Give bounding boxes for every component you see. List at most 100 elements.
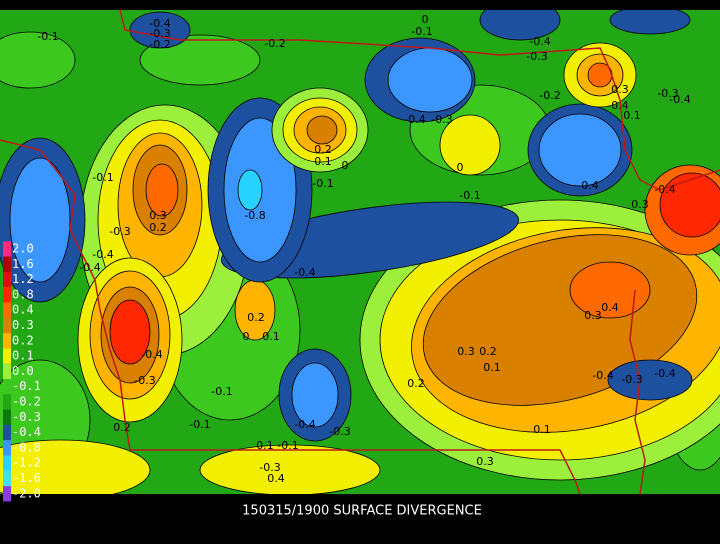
legend-swatch — [3, 486, 11, 502]
contour-label: -0.4 — [577, 179, 598, 192]
contour-region — [9, 157, 71, 283]
contour-label: 0.1 — [533, 423, 551, 436]
legend-label: -1.2 — [12, 456, 41, 470]
legend-swatch — [3, 256, 11, 272]
contour-region — [659, 172, 720, 238]
contour-label: 0.1 — [262, 330, 280, 343]
legend-swatch — [3, 440, 11, 456]
contour-label: -0.3 — [431, 113, 452, 126]
legend-label: -1.6 — [12, 471, 41, 485]
legend-swatch — [3, 287, 11, 303]
legend-swatch — [3, 348, 11, 364]
contour-label: 0.4 — [601, 301, 619, 314]
legend-swatch — [3, 302, 11, 318]
legend-label: -0.2 — [12, 395, 41, 409]
contour-label: -0.3 — [109, 225, 130, 238]
contour-region — [569, 261, 651, 319]
legend-swatch — [3, 394, 11, 410]
contour-label: 0.4 — [267, 472, 285, 485]
contour-label: -0.1 — [189, 418, 210, 431]
contour-label: -0.1 — [312, 177, 333, 190]
contour-label: -0.4 — [92, 248, 113, 261]
contour-label: -0.8 — [244, 209, 265, 222]
contour-label: 0.2 — [247, 311, 265, 324]
contour-label: 0 — [243, 330, 250, 343]
contour-label: -0.1 — [411, 25, 432, 38]
legend-label: 0.8 — [12, 287, 34, 301]
contour-label: -0.4 — [294, 266, 315, 279]
legend-label: -0.3 — [12, 410, 41, 424]
contour-label: 0.1 — [314, 155, 332, 168]
contour-label: -0.2 — [539, 89, 560, 102]
contour-region — [306, 115, 338, 145]
legend-label: -0.8 — [12, 440, 41, 454]
legend-swatch — [3, 363, 11, 380]
contour-region — [479, 10, 561, 41]
contour-fills — [0, 10, 720, 494]
legend-label: 0.4 — [12, 303, 34, 317]
legend-label: 0.2 — [12, 333, 34, 347]
legend-label: 0.0 — [12, 364, 34, 378]
contour-label: -0.4 — [149, 17, 170, 30]
contour-label: -0.1 — [37, 30, 58, 43]
contour-label: -0.3 — [526, 50, 547, 63]
contour-label: 0.3 — [457, 345, 475, 358]
contour-label: 0.3 — [611, 83, 629, 96]
contour-region — [220, 201, 520, 279]
state-border — [629, 289, 646, 494]
contour-label: 0.2 — [314, 143, 332, 156]
contour-region — [139, 34, 261, 86]
contour-label: -0.3 — [259, 461, 280, 474]
legend-swatch — [3, 379, 11, 395]
legend-label: -0.1 — [12, 379, 41, 393]
contour-label: 0.3 — [584, 309, 602, 322]
contour-label: -0.3 — [329, 425, 350, 438]
map-title: 150315/1900 SURFACE DIVERGENCE — [242, 504, 482, 519]
legend-label: 0.3 — [12, 318, 34, 332]
contour-label: 0 — [422, 13, 429, 26]
contour-label: -0.4 — [294, 418, 315, 431]
contour-label: 0.1 — [256, 439, 274, 452]
contour-region — [237, 169, 263, 211]
contour-label: 0.2 — [407, 377, 425, 390]
contour-label: 0 — [457, 161, 464, 174]
contour-region — [538, 113, 622, 187]
boundaries — [0, 10, 720, 494]
contour-label: -0.4 — [141, 348, 162, 361]
contour-label: 0.1 — [483, 361, 501, 374]
legend-label: 1.6 — [12, 257, 34, 271]
contour-region — [199, 444, 381, 494]
contour-label: -0.3 — [149, 27, 170, 40]
contour-region — [0, 31, 76, 89]
contour-labels: -0.1-0.4-0.3-0.20-0.1-0.2 -0.4-0.30.3-0.2… — [37, 13, 690, 485]
contour-label: 0.1 — [623, 109, 641, 122]
contour-label: 0.3 — [631, 198, 649, 211]
contour-label: -0.4 — [592, 369, 613, 382]
contour-label: -0.3 — [134, 374, 155, 387]
contour-region — [145, 163, 179, 217]
contour-label: 0.3 — [149, 209, 167, 222]
contour-label: -0.4 — [607, 99, 628, 112]
contour-label: -0.2 — [149, 38, 170, 51]
contour-label: -0.4 — [654, 367, 675, 380]
legend-label: 1.2 — [12, 272, 34, 286]
contour-label: -0.3 — [657, 87, 678, 100]
legend-swatch — [3, 271, 11, 288]
state-border — [0, 139, 581, 494]
legend-swatch — [3, 424, 11, 441]
contour-region — [0, 439, 151, 494]
contour-region — [607, 359, 693, 401]
legend-swatch — [3, 470, 11, 487]
contour-label: -0.2 — [264, 37, 285, 50]
contour-label: -0.3 — [621, 373, 642, 386]
state-border — [119, 10, 720, 191]
contour-label: -0.4 — [669, 93, 690, 106]
legend-swatch — [3, 409, 11, 425]
contour-region — [109, 299, 151, 365]
contour-label: 0.2 — [113, 421, 131, 434]
contour-label: 0.3 — [476, 455, 494, 468]
contour-label: -0.4 — [404, 113, 425, 126]
contour-label: -0.4 — [79, 261, 100, 274]
legend-swatch — [3, 241, 11, 257]
